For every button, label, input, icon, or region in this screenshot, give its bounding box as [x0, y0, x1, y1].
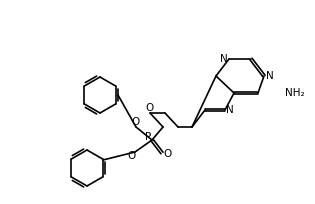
Text: O: O [131, 117, 139, 127]
Text: P: P [145, 132, 151, 142]
Text: O: O [146, 103, 154, 113]
Text: N: N [220, 54, 228, 64]
Text: N: N [226, 105, 234, 115]
Text: NH₂: NH₂ [285, 88, 305, 98]
Text: N: N [266, 71, 274, 81]
Text: O: O [163, 149, 171, 159]
Text: O: O [128, 151, 136, 161]
